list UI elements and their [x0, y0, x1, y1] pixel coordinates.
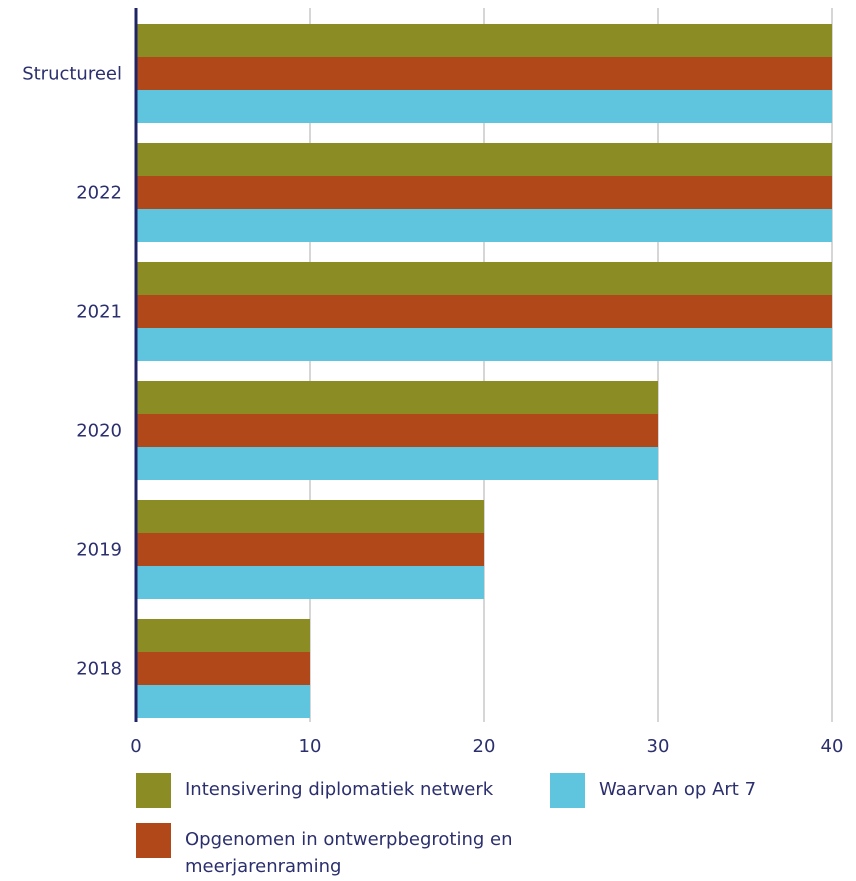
x-tick-label-0: 0 [130, 736, 141, 757]
axis-labels: 0 10 20 30 40 Structureel 2022 2021 2020 2019 2018 [22, 64, 843, 758]
bars [136, 24, 832, 718]
x-tick-label-40: 40 [821, 736, 844, 757]
bar-structureel-series-3 [136, 90, 832, 123]
x-tick-label-10: 10 [299, 736, 322, 757]
bar-2018-series-3 [136, 685, 310, 718]
x-tick-label-20: 20 [473, 736, 496, 757]
y-category-label-2020: 2020 [76, 421, 122, 442]
y-category-label-2021: 2021 [76, 302, 122, 323]
bar-2022-series-3 [136, 209, 832, 242]
x-tick-label-30: 30 [647, 736, 670, 757]
bar-2019-series-3 [136, 566, 484, 599]
y-category-label-2022: 2022 [76, 183, 122, 204]
bar-2022-series-2 [136, 176, 832, 209]
bar-2021-series-3 [136, 328, 832, 361]
y-category-label-2019: 2019 [76, 540, 122, 561]
bar-2019-series-2 [136, 533, 484, 566]
bar-2021-series-1 [136, 262, 832, 295]
bar-2021-series-2 [136, 295, 832, 328]
y-category-label-structureel: Structureel [22, 64, 122, 85]
bar-2020-series-3 [136, 447, 658, 480]
bar-2020-series-2 [136, 414, 658, 447]
bar-2019-series-1 [136, 500, 484, 533]
bar-2022-series-1 [136, 143, 832, 176]
bar-structureel-series-1 [136, 24, 832, 57]
bar-2018-series-2 [136, 652, 310, 685]
grid-lines [309, 8, 833, 722]
y-category-label-2018: 2018 [76, 659, 122, 680]
bar-structureel-series-2 [136, 57, 832, 90]
bar-2020-series-1 [136, 381, 658, 414]
bar-2018-series-1 [136, 619, 310, 652]
